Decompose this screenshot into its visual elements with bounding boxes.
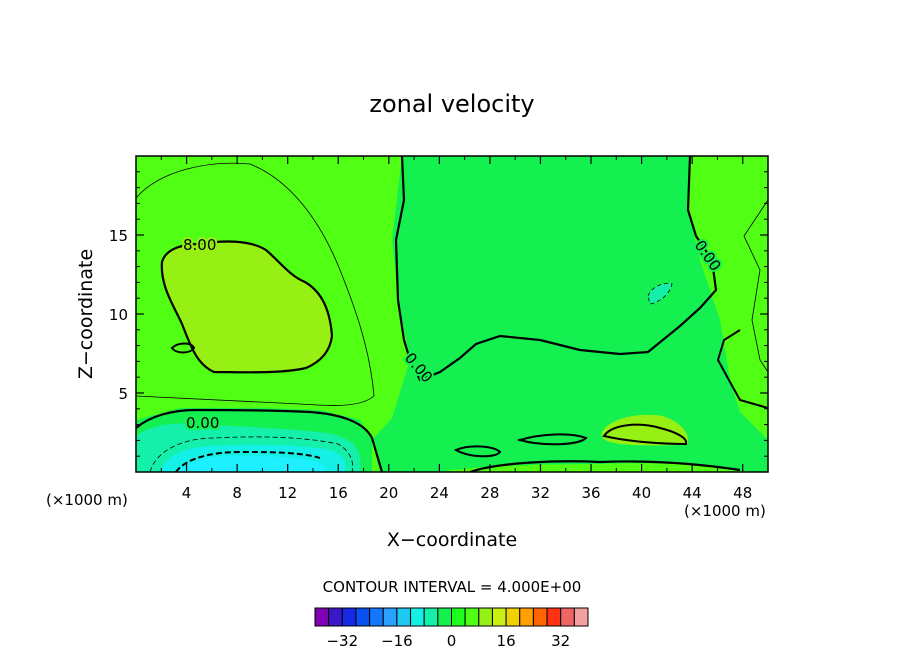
y-tick-label: 15 — [109, 227, 128, 245]
colorbar-swatch — [532, 607, 548, 627]
x-tick-label: 32 — [531, 484, 550, 502]
colorbar-swatch — [410, 607, 425, 627]
x-tick-label: 44 — [683, 484, 702, 502]
contour-4-thin — [136, 162, 375, 406]
chart-title: zonal velocity — [369, 90, 534, 118]
colorbar-swatch — [491, 607, 507, 627]
colorbar-swatch — [382, 607, 398, 627]
contour-0-lower — [136, 408, 384, 472]
colorbar-swatch — [478, 607, 493, 627]
x-tick-label: 4 — [182, 484, 192, 502]
contour-0-main — [394, 156, 718, 382]
colorbar-swatch — [451, 607, 466, 627]
contour-0-right — [716, 329, 768, 409]
colorbar-swatch — [560, 607, 575, 627]
colorbar-swatch — [573, 607, 589, 627]
contour-field: 8.00 0.00 0.00 0.00 — [136, 156, 768, 472]
colorbar-tick-label: −32 — [326, 632, 358, 650]
contour-lines — [136, 156, 768, 472]
contour-0-cell-1 — [170, 342, 196, 354]
x-tick-label: 16 — [329, 484, 348, 502]
colorbar-tick-label: 32 — [551, 632, 570, 650]
colorbar-tick-label: 0 — [447, 632, 457, 650]
band-4-8-right — [688, 156, 768, 440]
colorbar-swatch — [519, 607, 534, 627]
x-unit-right: (×1000 m) — [684, 502, 766, 520]
band-8-12-lower-right — [601, 414, 689, 446]
colorbar-swatch — [437, 607, 453, 627]
y-axis-label: Z−coordinate — [75, 249, 97, 379]
band-0-4 — [262, 156, 768, 472]
colorbar-tick-label: 16 — [497, 632, 516, 650]
colorbar-swatch — [328, 607, 343, 627]
contour-4-right-thin — [743, 199, 768, 373]
x-tick-label: 12 — [278, 484, 297, 502]
contour-0-cell-3 — [516, 433, 588, 446]
contour-label-0-lower: 0.00 — [186, 414, 219, 432]
contour-8-lower-right — [602, 423, 688, 446]
x-tick-label: 24 — [430, 484, 449, 502]
contour-0-cell-2 — [453, 445, 502, 458]
x-tick-label: 48 — [733, 484, 752, 502]
y-tick-label: 5 — [118, 385, 128, 403]
colorbar-swatch — [423, 607, 439, 627]
x-tick-label: 36 — [581, 484, 600, 502]
colorbar-swatch — [396, 607, 412, 627]
y-axis: 5 10 15 — [109, 171, 768, 457]
contour-neg-cell — [647, 283, 673, 305]
contour-8 — [160, 240, 334, 374]
colorbar-tick-label: −16 — [381, 632, 413, 650]
contour-neg-4 — [149, 436, 354, 472]
x-unit-left: (×1000 m) — [46, 491, 128, 509]
contour-0-bottom — [469, 460, 741, 472]
colorbar: −32 −16 0 16 32 — [314, 607, 589, 650]
colorbar-swatch — [546, 607, 562, 627]
y-tick-label: 10 — [109, 306, 128, 324]
colorbar-swatch — [464, 607, 480, 627]
x-tick-label: 28 — [480, 484, 499, 502]
band-8-12 — [161, 241, 332, 373]
colorbar-swatch — [314, 607, 330, 627]
colorbar-swatch — [341, 607, 357, 627]
contour-neg-8 — [175, 450, 321, 472]
x-tick-label: 20 — [379, 484, 398, 502]
colorbar-swatch — [505, 607, 521, 627]
contour-interval-text: CONTOUR INTERVAL = 4.000E+00 — [323, 578, 582, 596]
contour-label-8: 8.00 — [183, 236, 216, 254]
x-tick-label: 40 — [632, 484, 651, 502]
colorbar-swatch — [369, 607, 384, 627]
x-axis-label: X−coordinate — [387, 529, 517, 551]
colorbar-swatch — [355, 607, 371, 627]
x-axis: 4 8 12 16 20 24 28 32 36 40 44 48 — [160, 156, 752, 502]
x-tick-label: 8 — [232, 484, 242, 502]
